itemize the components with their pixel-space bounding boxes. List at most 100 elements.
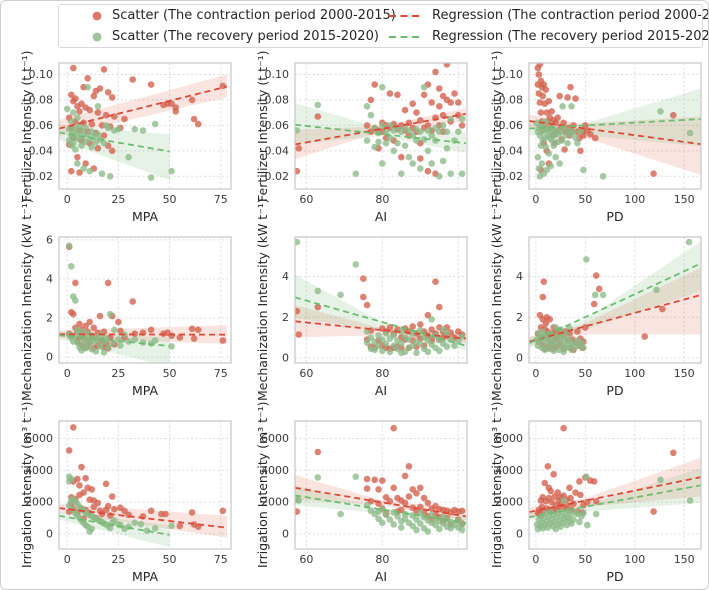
tick-labels: 0 50 100 150 0.02 0.04 0.06 0.08 0.10 [499, 68, 695, 206]
svg-text:6000: 6000 [25, 432, 53, 445]
scatter-contraction-marker-icon [91, 10, 103, 22]
regression-contraction-dash-icon [387, 10, 423, 22]
legend-item-scatter-contraction: Scatter (The contraction period 2000-201… [63, 9, 396, 22]
svg-text:60: 60 [299, 553, 313, 566]
svg-text:0.10: 0.10 [265, 68, 290, 81]
svg-text:0: 0 [64, 193, 71, 206]
legend-label: Regression (The contraction period 2000-… [432, 8, 708, 23]
svg-text:4: 4 [282, 270, 289, 283]
svg-text:0.10: 0.10 [29, 68, 54, 81]
svg-text:2: 2 [46, 312, 53, 325]
scatter-points-recovery [295, 473, 466, 535]
x-axis-label: MPA [131, 569, 159, 584]
svg-text:150: 150 [674, 553, 695, 566]
x-axis-label: AI [374, 569, 388, 584]
svg-text:75: 75 [214, 193, 228, 206]
svg-text:0.04: 0.04 [29, 144, 54, 157]
legend-label: Regression (The recovery period 2015-202… [432, 29, 709, 44]
subplot-fertilizer-ai: Fertilizer Intensity (t t⁻¹) 60 80 0.02 0.04… [243, 50, 475, 224]
tick-labels: 0 50 100 150 0 2 4 [516, 270, 695, 380]
svg-text:80: 80 [375, 193, 389, 206]
svg-text:4000: 4000 [261, 464, 289, 477]
svg-text:4: 4 [46, 273, 53, 286]
tick-labels: 0 25 50 75 0.02 0.04 0.06 0.08 0.10 [29, 68, 228, 206]
subplot-mechanization-mpa: Mechanization Intensity (kW t⁻¹) 0 25 50 75 0… [7, 199, 241, 401]
svg-text:0.04: 0.04 [499, 144, 524, 157]
svg-text:2: 2 [282, 311, 289, 324]
legend-item-regression-recovery: Regression (The recovery period 2015-202… [381, 29, 709, 44]
svg-text:2000: 2000 [25, 496, 53, 509]
svg-text:75: 75 [214, 553, 228, 566]
svg-text:150: 150 [674, 193, 695, 206]
legend-label: Scatter (The recovery period 2015-2020) [112, 29, 379, 44]
regression-line-contraction [295, 320, 466, 340]
svg-text:25: 25 [111, 367, 125, 380]
confidence-band-green [59, 512, 170, 548]
svg-text:50: 50 [163, 553, 177, 566]
regression-line-contraction [295, 486, 467, 518]
x-axis-label: AI [374, 383, 388, 398]
axes-spines [528, 236, 702, 364]
svg-text:6: 6 [46, 233, 53, 246]
axes-spines [294, 236, 468, 364]
x-axis-label: PD [606, 569, 624, 584]
axes-spines [528, 62, 702, 190]
svg-text:0: 0 [516, 527, 523, 540]
regression-line-recovery [529, 484, 701, 519]
svg-text:60: 60 [299, 367, 313, 380]
scatter-points-recovery [533, 473, 694, 533]
axes-spines [58, 62, 232, 190]
subplot-mechanization-pd: Mechanization Intensity (kW t⁻¹) 0 50 100 15… [477, 199, 707, 401]
x-axis-label: PD [606, 209, 624, 224]
regression-line-recovery [59, 514, 170, 536]
regression-line-contraction [529, 120, 701, 146]
subplot-fertilizer-mpa: Fertilizer Intensity (t t⁻¹) 0 25 50 75 0.02 0… [7, 50, 241, 224]
svg-text:0.02: 0.02 [265, 170, 290, 183]
svg-text:50: 50 [163, 367, 177, 380]
svg-text:0: 0 [64, 553, 71, 566]
svg-text:4000: 4000 [495, 464, 523, 477]
svg-text:6000: 6000 [261, 432, 289, 445]
regression-line-recovery [59, 334, 170, 347]
x-axis-label: MPA [131, 383, 159, 398]
axes-spines [294, 420, 468, 550]
svg-text:2000: 2000 [261, 496, 289, 509]
svg-text:25: 25 [111, 193, 125, 206]
svg-text:4000: 4000 [25, 464, 53, 477]
regression-line-contraction [59, 507, 228, 529]
x-axis-label: MPA [131, 209, 159, 224]
svg-text:2000: 2000 [495, 496, 523, 509]
svg-text:100: 100 [624, 193, 645, 206]
scatter-points-recovery [533, 103, 694, 180]
legend-item-scatter-recovery: Scatter (The recovery period 2015-2020) [63, 30, 381, 43]
svg-text:50: 50 [578, 367, 592, 380]
svg-text:0: 0 [64, 367, 71, 380]
legend-item-regression-contraction: Regression (The contraction period 2000-… [381, 8, 708, 23]
svg-text:0: 0 [282, 527, 289, 540]
svg-text:80: 80 [375, 367, 389, 380]
confidence-band-red [59, 74, 227, 137]
svg-text:0.02: 0.02 [29, 170, 54, 183]
svg-text:50: 50 [163, 193, 177, 206]
regression-line-recovery [529, 262, 701, 345]
x-axis-label: AI [374, 209, 388, 224]
axes-spines [58, 236, 232, 364]
scatter-points-recovery [295, 238, 466, 357]
svg-text:0.08: 0.08 [265, 93, 290, 106]
svg-text:50: 50 [578, 553, 592, 566]
regression-line-recovery [59, 131, 170, 153]
svg-text:0: 0 [46, 527, 53, 540]
svg-text:0: 0 [532, 367, 539, 380]
subplot-irrigation-pd: Irrigation Intensity (m³ t⁻¹) 0 50 100 150 0 2… [477, 402, 707, 586]
regression-line-contraction [295, 113, 467, 146]
tick-labels: 0 50 100 150 0 2000 4000 6000 [495, 432, 695, 566]
svg-text:0: 0 [532, 193, 539, 206]
regression-line-recovery [295, 494, 467, 524]
svg-text:100: 100 [624, 367, 645, 380]
svg-text:0.04: 0.04 [265, 144, 290, 157]
svg-text:100: 100 [624, 553, 645, 566]
subplot-irrigation-ai: Irrigation Intensity (m³ t⁻¹) 60 80 0 2000 40… [243, 402, 475, 586]
subplot-fertilizer-pd: Fertilizer Intensity (t t⁻¹) 0 50 100 150 0.0… [477, 50, 707, 224]
legend-box: Scatter (The contraction period 2000-201… [58, 4, 708, 48]
svg-text:4: 4 [516, 270, 523, 283]
